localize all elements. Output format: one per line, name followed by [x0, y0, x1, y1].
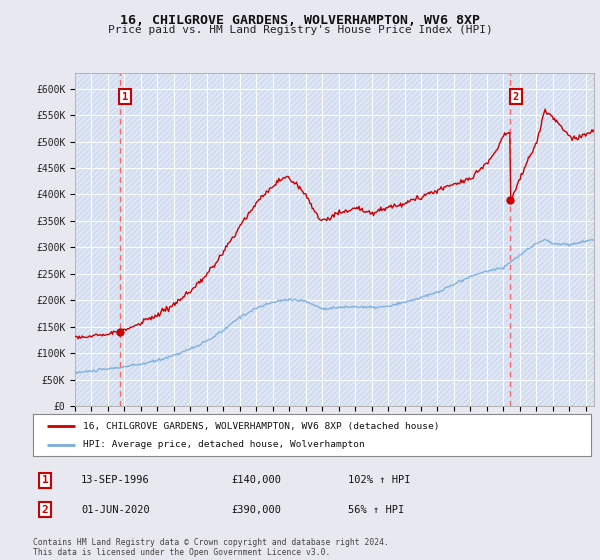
Text: 1: 1: [122, 92, 128, 101]
Text: 13-SEP-1996: 13-SEP-1996: [81, 475, 150, 486]
Text: 1: 1: [41, 475, 49, 486]
Text: 2: 2: [41, 505, 49, 515]
Text: £390,000: £390,000: [231, 505, 281, 515]
Text: 102% ↑ HPI: 102% ↑ HPI: [348, 475, 410, 486]
Text: Contains HM Land Registry data © Crown copyright and database right 2024.
This d: Contains HM Land Registry data © Crown c…: [33, 538, 389, 557]
Text: 16, CHILGROVE GARDENS, WOLVERHAMPTON, WV6 8XP (detached house): 16, CHILGROVE GARDENS, WOLVERHAMPTON, WV…: [83, 422, 440, 431]
Text: £140,000: £140,000: [231, 475, 281, 486]
Text: 01-JUN-2020: 01-JUN-2020: [81, 505, 150, 515]
Text: 16, CHILGROVE GARDENS, WOLVERHAMPTON, WV6 8XP: 16, CHILGROVE GARDENS, WOLVERHAMPTON, WV…: [120, 14, 480, 27]
Text: Price paid vs. HM Land Registry's House Price Index (HPI): Price paid vs. HM Land Registry's House …: [107, 25, 493, 35]
Text: 2: 2: [513, 92, 519, 101]
Text: 56% ↑ HPI: 56% ↑ HPI: [348, 505, 404, 515]
Text: HPI: Average price, detached house, Wolverhampton: HPI: Average price, detached house, Wolv…: [83, 440, 365, 449]
